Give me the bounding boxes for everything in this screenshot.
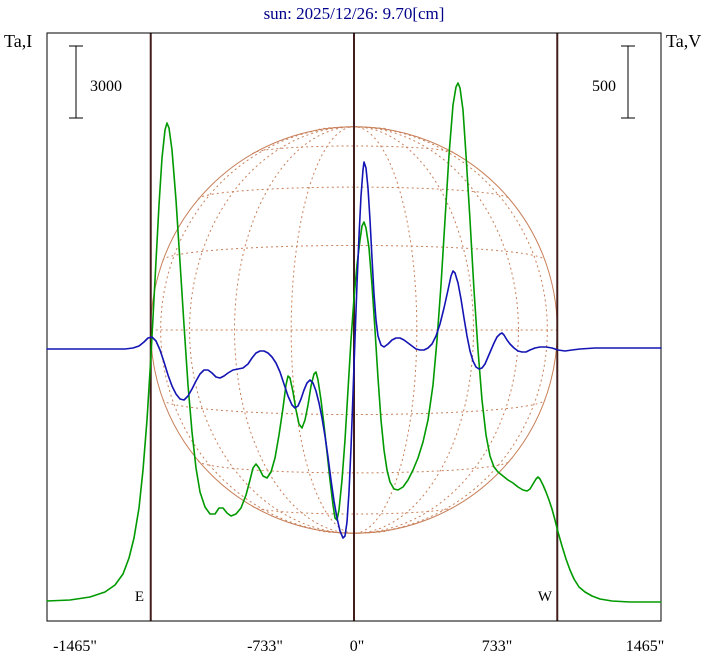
x-tick-label: 1465"	[626, 638, 665, 655]
x-tick-label: 0"	[350, 638, 365, 655]
ta-v-curve	[46, 161, 662, 539]
left-scale-label: 3000	[90, 78, 122, 95]
sun-parallel-line	[197, 186, 511, 200]
plot-title: sun: 2025/12/26: 9.70[cm]	[264, 4, 445, 23]
left-axis-label: Ta,I	[4, 31, 32, 51]
sun-meridian-line	[189, 126, 519, 534]
sun-parallel-line	[197, 460, 511, 474]
sun-meridian-line	[234, 126, 474, 534]
x-tick-label: 733"	[482, 638, 513, 655]
right-scale-bar	[621, 45, 635, 119]
limb-lines	[149, 33, 559, 621]
x-tick-label: -733"	[247, 638, 283, 655]
right-scale-label: 500	[592, 78, 616, 95]
east-limb-label: E	[135, 589, 144, 605]
west-limb-label: W	[538, 589, 553, 605]
left-scale-bar	[69, 45, 83, 119]
ta-i-curve	[46, 82, 662, 603]
right-axis-label: Ta,V	[666, 31, 701, 51]
x-tick-label: -1465"	[53, 638, 97, 655]
plot-frame	[46, 32, 662, 622]
x-tick-labels: -1465" -733" 0" 733" 1465"	[53, 638, 664, 655]
